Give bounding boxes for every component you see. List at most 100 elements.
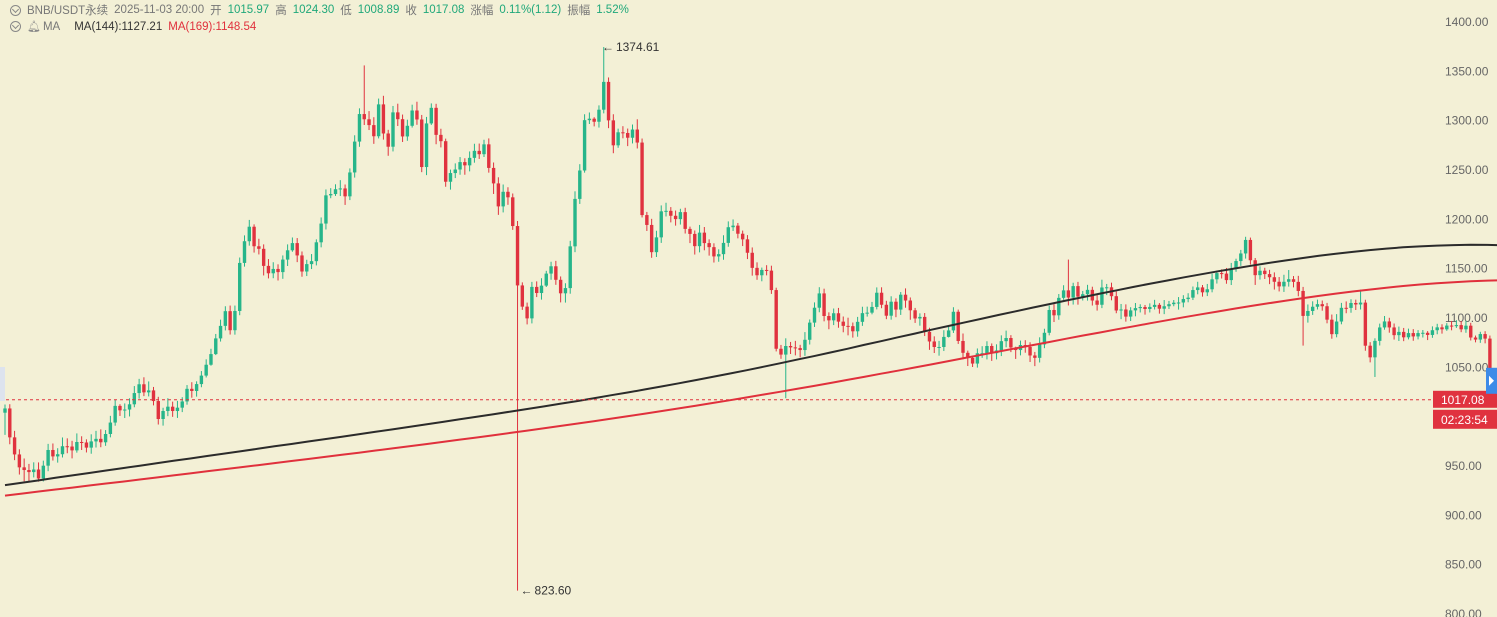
- countdown-tag-bg: [1433, 409, 1497, 429]
- candle-body: [228, 311, 232, 331]
- change-label: 涨幅: [470, 5, 494, 17]
- candle-body: [357, 114, 362, 142]
- candle-body: [1191, 290, 1195, 298]
- high-value: 1024.30: [292, 4, 335, 16]
- candle-body: [1047, 309, 1051, 333]
- candle-body: [530, 286, 534, 319]
- candle-body: [1392, 327, 1396, 336]
- candle-body: [549, 266, 553, 274]
- y-tick-label: 950.00: [1445, 459, 1482, 473]
- candle-body: [496, 183, 501, 207]
- candle-body: [65, 446, 69, 448]
- candle-body: [726, 227, 730, 243]
- candle-body: [899, 294, 903, 310]
- y-tick-label: 900.00: [1445, 508, 1482, 522]
- candle-body: [1334, 321, 1339, 335]
- candle-body: [1186, 297, 1190, 300]
- candle-body: [1176, 302, 1181, 304]
- countdown-tag: 02:23:54: [1441, 413, 1488, 427]
- candle-body: [860, 313, 865, 322]
- candle-body: [855, 321, 860, 332]
- extreme-arrow-icon: ←: [521, 584, 533, 598]
- candle-body: [932, 341, 936, 347]
- candle-body: [305, 264, 309, 272]
- candle-body: [1306, 310, 1310, 316]
- datetime-label: 2025-11-03 20:00: [114, 4, 205, 16]
- candle-body: [659, 211, 663, 238]
- candle-body: [405, 125, 410, 137]
- candle-body: [314, 242, 319, 262]
- candle-body: [894, 301, 898, 310]
- low-value: 1008.89: [357, 4, 400, 16]
- candle-body: [247, 226, 251, 242]
- candle-body: [946, 330, 951, 337]
- candle-body: [1133, 308, 1138, 311]
- candle-body: [132, 393, 137, 405]
- candle-body: [194, 384, 199, 391]
- indicator-collapse-icon[interactable]: [10, 21, 21, 32]
- candle-body: [94, 438, 98, 442]
- candle-body: [290, 243, 295, 251]
- candle-body: [922, 316, 927, 332]
- candle-body: [836, 313, 841, 322]
- candle-body: [683, 212, 687, 229]
- candle-body: [1037, 344, 1042, 358]
- candle-body: [22, 467, 26, 471]
- candle-body: [1378, 327, 1382, 341]
- candle-body: [1478, 334, 1483, 340]
- open-value: 1015.97: [227, 4, 270, 16]
- candle-body: [635, 129, 639, 143]
- candle-body: [32, 469, 36, 473]
- candle-body: [669, 210, 673, 216]
- candle-body: [1033, 355, 1037, 358]
- candle-body: [1100, 287, 1104, 305]
- candle-body: [616, 132, 620, 146]
- candle-body: [166, 406, 170, 412]
- candle-body: [697, 232, 702, 247]
- y-tick-label: 1300.00: [1445, 114, 1489, 128]
- candle-body: [1124, 309, 1128, 317]
- candle-body: [372, 125, 376, 137]
- candle-body: [1119, 309, 1123, 311]
- candle-body: [1138, 307, 1142, 309]
- candle-body: [621, 132, 625, 134]
- candle-body: [348, 172, 352, 197]
- candle-body: [568, 246, 572, 289]
- candle-body: [1339, 307, 1344, 322]
- candle-body: [108, 422, 113, 435]
- candle-body: [463, 162, 467, 166]
- close-label: 收: [405, 5, 417, 17]
- candle-body: [1248, 239, 1253, 261]
- open-label: 开: [210, 5, 222, 17]
- candle-body: [793, 347, 798, 349]
- candle-body: [123, 409, 127, 411]
- candle-body: [774, 290, 778, 349]
- candle-body: [1344, 307, 1348, 309]
- candle-body: [721, 242, 726, 255]
- candle-body: [649, 224, 654, 253]
- candle-body: [999, 341, 1004, 351]
- candle-body: [429, 107, 434, 124]
- candle-body: [1459, 325, 1463, 330]
- candle-body: [534, 286, 539, 294]
- candle-body: [827, 316, 831, 321]
- candle-body: [511, 197, 515, 227]
- candle-body: [204, 364, 208, 376]
- candle-body: [808, 322, 812, 340]
- candle-body: [1483, 334, 1487, 339]
- candle-body: [400, 119, 405, 137]
- candle-body: [1105, 287, 1109, 289]
- candle-body: [1061, 290, 1066, 298]
- candle-body: [147, 390, 151, 393]
- candle-body: [740, 233, 745, 240]
- collapse-toggle-icon[interactable]: [10, 4, 21, 16]
- candle-body: [755, 267, 759, 276]
- symbol-label[interactable]: BNB/USDT永续: [27, 5, 109, 17]
- y-tick-label: 1150.00: [1445, 262, 1488, 276]
- candle-body: [199, 375, 204, 385]
- indicator-name[interactable]: MA: [42, 20, 61, 33]
- candle-body: [515, 226, 520, 286]
- alert-bell-icon[interactable]: 🔔︎: [27, 21, 41, 33]
- candle-body: [41, 465, 46, 479]
